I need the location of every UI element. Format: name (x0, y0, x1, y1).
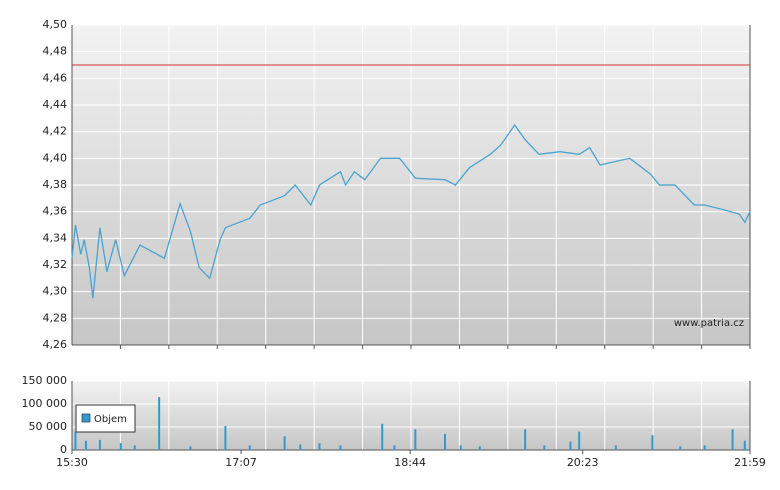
y-tick-label: 0 (60, 443, 67, 456)
y-tick-label: 4,28 (43, 311, 68, 324)
x-tick-label: 20:23 (567, 456, 599, 469)
volume-bar (283, 436, 286, 450)
volume-bar (703, 445, 706, 450)
volume-bar (569, 441, 572, 450)
x-tick-label: 18:44 (394, 456, 426, 469)
volume-bar (679, 446, 682, 450)
volume-bar (224, 426, 227, 450)
volume-bar (133, 445, 136, 450)
volume-bar (189, 446, 192, 450)
legend-swatch (81, 413, 91, 423)
volume-bar (318, 443, 321, 450)
volume-bar (158, 397, 161, 450)
price-line (71, 123, 751, 299)
volume-bar (743, 440, 746, 450)
volume-bar (414, 429, 417, 450)
y-tick-label: 4,30 (43, 285, 68, 298)
y-tick-label: 150 000 (22, 374, 68, 387)
volume-bar (393, 445, 396, 450)
chart-layer: 4,26 4,28 4,30 4,32 4,34 4,36 4,38 4,40 4,42 4,44… (22, 18, 766, 469)
watermark: www.patria.cz (674, 318, 744, 329)
y-tick-label: 4,50 (43, 18, 68, 31)
volume-bar (443, 433, 446, 450)
volume-bar (98, 439, 101, 450)
y-tick-label: 4,42 (43, 125, 68, 138)
x-tick-label: 15:30 (56, 456, 88, 469)
x-tick-label: 17:07 (225, 456, 257, 469)
volume-bar (381, 423, 384, 450)
y-tick-label: 4,48 (43, 45, 68, 58)
volume-bar (543, 445, 546, 450)
y-tick-label: 50 000 (29, 420, 68, 433)
x-tick-label: 21:59 (734, 456, 766, 469)
volume-bar (339, 445, 342, 450)
y-tick-label: 4,38 (43, 178, 68, 191)
y-tick-label: 4,36 (43, 205, 68, 218)
y-tick-label: 4,46 (43, 71, 68, 84)
volume-bar (578, 431, 581, 450)
volume-bar (459, 445, 462, 450)
volume-bar (84, 440, 87, 450)
volume-bar (478, 446, 481, 450)
legend-label: Objem (94, 414, 127, 425)
volume-bar (524, 429, 527, 450)
y-tick-label: 4,26 (43, 338, 68, 351)
volume-bar (119, 443, 122, 450)
volume-bar (614, 445, 617, 450)
volume-bar (299, 444, 302, 450)
y-tick-label: 100 000 (22, 397, 68, 410)
y-tick-label: 4,44 (43, 98, 68, 111)
y-tick-label: 4,32 (43, 258, 68, 271)
y-tick-label: 4,40 (43, 151, 68, 164)
volume-bar (248, 445, 251, 450)
volume-bar (74, 431, 77, 450)
volume-bar (651, 435, 654, 450)
y-tick-label: 4,34 (43, 231, 68, 244)
volume-bar (731, 429, 734, 450)
